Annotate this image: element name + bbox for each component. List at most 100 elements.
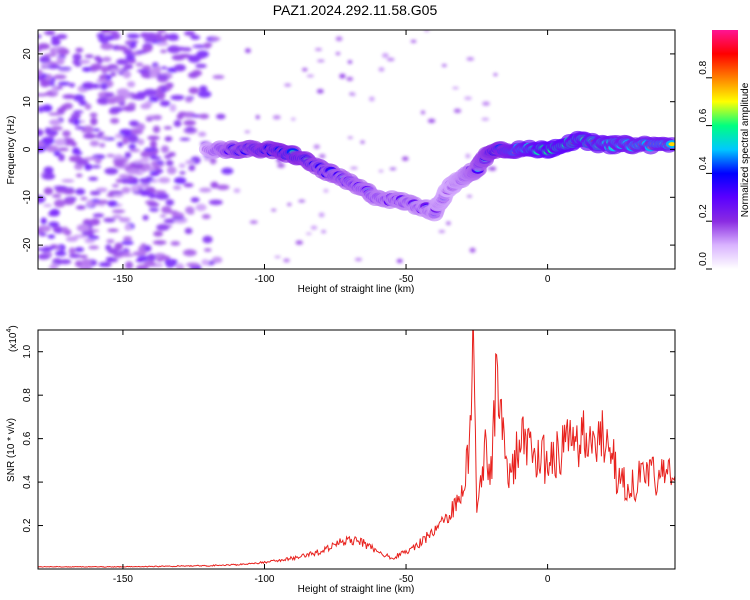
noise-blob bbox=[310, 225, 318, 230]
noise-blob bbox=[111, 209, 126, 214]
noise-blob bbox=[58, 259, 72, 265]
noise-blob bbox=[420, 110, 426, 115]
noise-blob bbox=[283, 258, 290, 263]
noise-blob bbox=[79, 59, 91, 64]
noise-blob bbox=[106, 153, 115, 158]
noise-blob bbox=[202, 235, 213, 244]
noise-blob bbox=[83, 133, 97, 139]
noise-blob bbox=[51, 194, 62, 198]
noise-blob bbox=[44, 92, 55, 96]
noise-blob bbox=[131, 163, 142, 168]
noise-blob bbox=[72, 110, 84, 114]
noise-blob bbox=[82, 125, 94, 134]
noise-blob bbox=[104, 92, 115, 97]
noise-blob bbox=[160, 145, 170, 154]
x-tick-label: -150 bbox=[113, 274, 133, 285]
noise-blob bbox=[57, 147, 69, 152]
noise-blob bbox=[149, 72, 158, 79]
noise-blob bbox=[208, 199, 223, 206]
noise-blob bbox=[178, 163, 186, 169]
noise-blob bbox=[50, 262, 58, 269]
noise-blob bbox=[43, 187, 54, 195]
noise-blob bbox=[87, 235, 100, 240]
spectrogram-x-label: Height of straight line (km) bbox=[298, 284, 415, 295]
noise-blob bbox=[142, 45, 153, 53]
noise-blob bbox=[62, 198, 75, 205]
noise-blob bbox=[190, 34, 201, 40]
noise-blob bbox=[378, 169, 384, 173]
noise-blob bbox=[106, 239, 115, 244]
noise-blob bbox=[68, 82, 76, 88]
noise-blob bbox=[410, 39, 417, 43]
spectrogram-y-ticks: -20 -10 0 10 20 bbox=[22, 48, 675, 252]
noise-blob bbox=[165, 199, 175, 206]
noise-blob bbox=[152, 190, 167, 194]
noise-blob bbox=[123, 48, 133, 55]
noise-blob bbox=[339, 73, 346, 79]
colorbar-tick-label: 0.8 bbox=[698, 60, 709, 74]
noise-blob bbox=[38, 232, 47, 237]
noise-blob bbox=[89, 218, 101, 226]
noise-blob bbox=[493, 73, 498, 77]
noise-blob bbox=[88, 245, 100, 250]
noise-blob bbox=[96, 79, 108, 83]
noise-blob bbox=[464, 96, 472, 101]
noise-blob bbox=[157, 74, 169, 81]
noise-blob bbox=[298, 199, 306, 203]
noise-blob bbox=[58, 153, 65, 162]
noise-blob bbox=[107, 248, 119, 254]
noise-blob bbox=[347, 136, 353, 139]
noise-blob bbox=[81, 230, 95, 237]
noise-blob bbox=[160, 66, 168, 70]
noise-blob bbox=[118, 217, 131, 223]
noise-blob bbox=[350, 166, 358, 170]
noise-blob bbox=[221, 167, 234, 175]
noise-blob bbox=[360, 140, 365, 144]
noise-blob bbox=[107, 200, 118, 207]
noise-blob bbox=[89, 190, 101, 196]
noise-blob bbox=[152, 114, 162, 121]
noise-blob bbox=[121, 240, 134, 246]
noise-blob bbox=[117, 141, 124, 148]
colorbar-tick-label: 0.4 bbox=[698, 156, 709, 170]
noise-blob bbox=[104, 167, 119, 175]
noise-blob bbox=[96, 97, 111, 105]
noise-blob bbox=[169, 103, 177, 112]
noise-blob bbox=[88, 176, 99, 181]
noise-blob bbox=[155, 92, 166, 99]
noise-blob bbox=[145, 117, 153, 122]
noise-blob bbox=[156, 160, 165, 165]
noise-blob bbox=[199, 85, 208, 93]
noise-blob bbox=[196, 50, 209, 58]
noise-blob bbox=[78, 100, 88, 106]
noise-blob bbox=[39, 55, 51, 64]
noise-blob bbox=[49, 119, 62, 126]
noise-blob bbox=[62, 94, 76, 100]
noise-blob bbox=[110, 117, 120, 124]
noise-blob bbox=[482, 101, 490, 106]
noise-blob bbox=[287, 202, 292, 206]
noise-blob bbox=[381, 53, 389, 58]
x-tick-label: 0 bbox=[545, 274, 551, 285]
noise-blob bbox=[123, 63, 134, 70]
noise-blob bbox=[89, 140, 100, 147]
noise-blob bbox=[103, 218, 116, 222]
x-tick-label: -50 bbox=[399, 274, 414, 285]
noise-blob bbox=[38, 247, 48, 251]
noise-blob bbox=[131, 186, 140, 192]
noise-blob bbox=[335, 52, 341, 56]
noise-blob bbox=[160, 49, 167, 54]
noise-blob bbox=[50, 126, 63, 131]
noise-blob bbox=[159, 214, 167, 218]
noise-blob bbox=[172, 185, 182, 190]
noise-blob bbox=[335, 36, 343, 42]
noise-blob bbox=[84, 54, 94, 59]
noise-blob bbox=[201, 259, 210, 266]
noise-blob bbox=[172, 216, 185, 220]
noise-blob bbox=[346, 76, 354, 81]
noise-blob bbox=[49, 83, 56, 87]
noise-blob bbox=[44, 30, 56, 36]
noise-blob bbox=[126, 33, 140, 39]
noise-blob bbox=[469, 247, 476, 253]
noise-blob bbox=[318, 153, 326, 159]
